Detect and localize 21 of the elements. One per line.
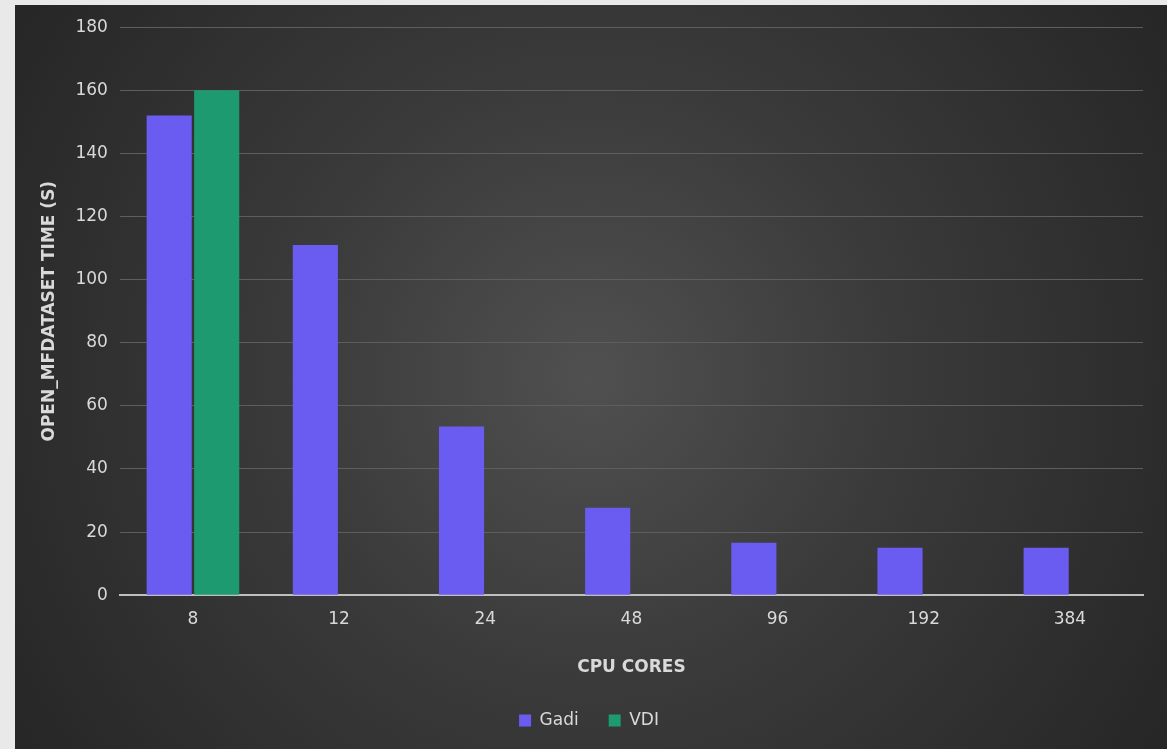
x-tick-label: 24 [474, 607, 497, 628]
x-tick-label: 12 [328, 607, 350, 628]
y-tick-label: 20 [86, 520, 108, 541]
legend-label: VDI [629, 708, 659, 729]
x-tick-label: 384 [1053, 607, 1087, 628]
y-tick-label: 180 [75, 15, 108, 36]
x-axis-title: CPU CORES [577, 656, 686, 677]
y-tick-label: 100 [75, 268, 108, 289]
y-axis-title: OPEN_MFDATASET TIME (S) [37, 180, 58, 442]
y-tick-label: 0 [97, 583, 108, 604]
y-tick-label: 80 [86, 331, 108, 352]
y-tick-label: 40 [86, 457, 108, 478]
y-tick-label: 160 [75, 78, 108, 99]
x-tick-label: 96 [766, 607, 789, 628]
x-tick-label: 48 [620, 607, 643, 628]
x-tick-label: 192 [907, 607, 940, 628]
y-tick-label: 120 [75, 204, 108, 225]
y-tick-label: 140 [75, 141, 108, 162]
legend-label: Gadi [539, 708, 579, 729]
x-tick-label: 8 [187, 607, 199, 628]
y-tick-label: 60 [86, 394, 108, 415]
